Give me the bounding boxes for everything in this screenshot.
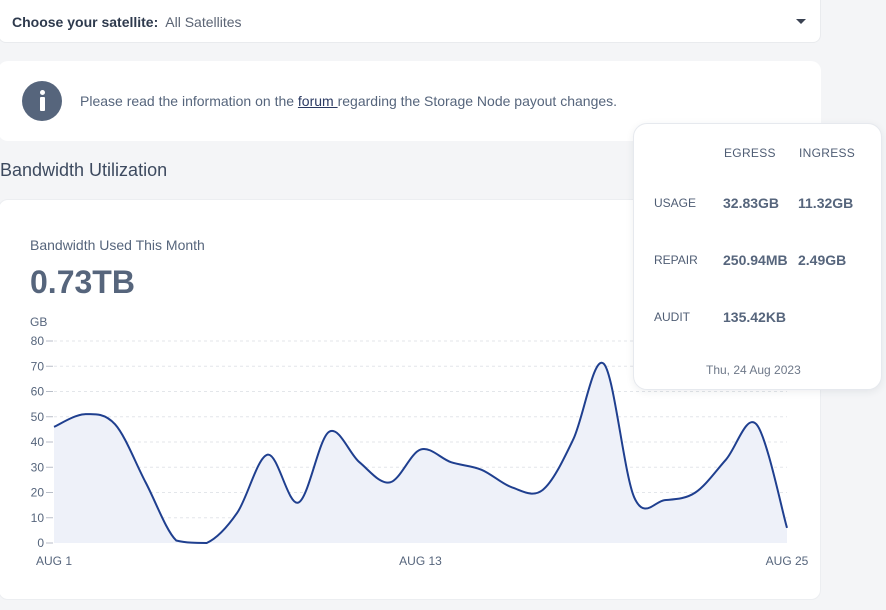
section-title: Bandwidth Utilization xyxy=(0,160,168,180)
chevron-down-icon[interactable] xyxy=(796,19,806,24)
audit-egress: 135.42KB xyxy=(723,309,787,325)
repair-egress: 250.94MB xyxy=(723,252,788,268)
tooltip-date: Thu, 24 Aug 2023 xyxy=(706,363,801,377)
satellite-value[interactable]: All Satellites xyxy=(165,13,242,30)
series-area xyxy=(54,362,787,543)
y-tick-label: 30 xyxy=(31,460,45,474)
notice-text-after: regarding the Storage Node payout change… xyxy=(337,93,618,109)
notice-text-before: Please read the information on the xyxy=(80,93,298,109)
y-tick-label: 80 xyxy=(31,334,45,348)
y-tick-label: 0 xyxy=(37,536,44,550)
chart-tooltip: EGRESS INGRESS USAGE 32.83GB 11.32GB REP… xyxy=(633,123,882,390)
info-icon xyxy=(22,81,62,121)
x-tick-label: AUG 25 xyxy=(766,554,809,568)
x-tick-label: AUG 1 xyxy=(36,554,72,568)
audit-label: AUDIT xyxy=(654,310,690,324)
y-axis-label: GB xyxy=(30,315,47,329)
y-tick-label: 10 xyxy=(31,511,45,525)
notice-text: Please read the information on the forum… xyxy=(80,93,617,109)
usage-ingress: 11.32GB xyxy=(798,195,854,211)
series-line xyxy=(53,361,788,545)
satellite-selector[interactable]: Choose your satellite: All Satellites xyxy=(0,0,821,43)
y-tick-label: 60 xyxy=(31,385,45,399)
repair-ingress: 2.49GB xyxy=(798,252,847,268)
usage-egress: 32.83GB xyxy=(723,195,780,211)
y-tick-label: 70 xyxy=(31,359,45,373)
y-tick-label: 20 xyxy=(31,486,45,500)
repair-label: REPAIR xyxy=(654,253,698,267)
bandwidth-amount: 0.73TB xyxy=(30,264,135,300)
bandwidth-caption: Bandwidth Used This Month xyxy=(30,237,205,253)
y-tick-label: 40 xyxy=(31,435,45,449)
forum-link[interactable]: forum xyxy=(297,93,338,109)
x-tick-label: AUG 13 xyxy=(399,554,442,568)
egress-header: EGRESS xyxy=(724,146,776,160)
satellite-label: Choose your satellite: xyxy=(12,13,159,30)
y-tick-label: 50 xyxy=(31,410,45,424)
ingress-header: INGRESS xyxy=(799,146,856,160)
usage-label: USAGE xyxy=(654,196,697,210)
